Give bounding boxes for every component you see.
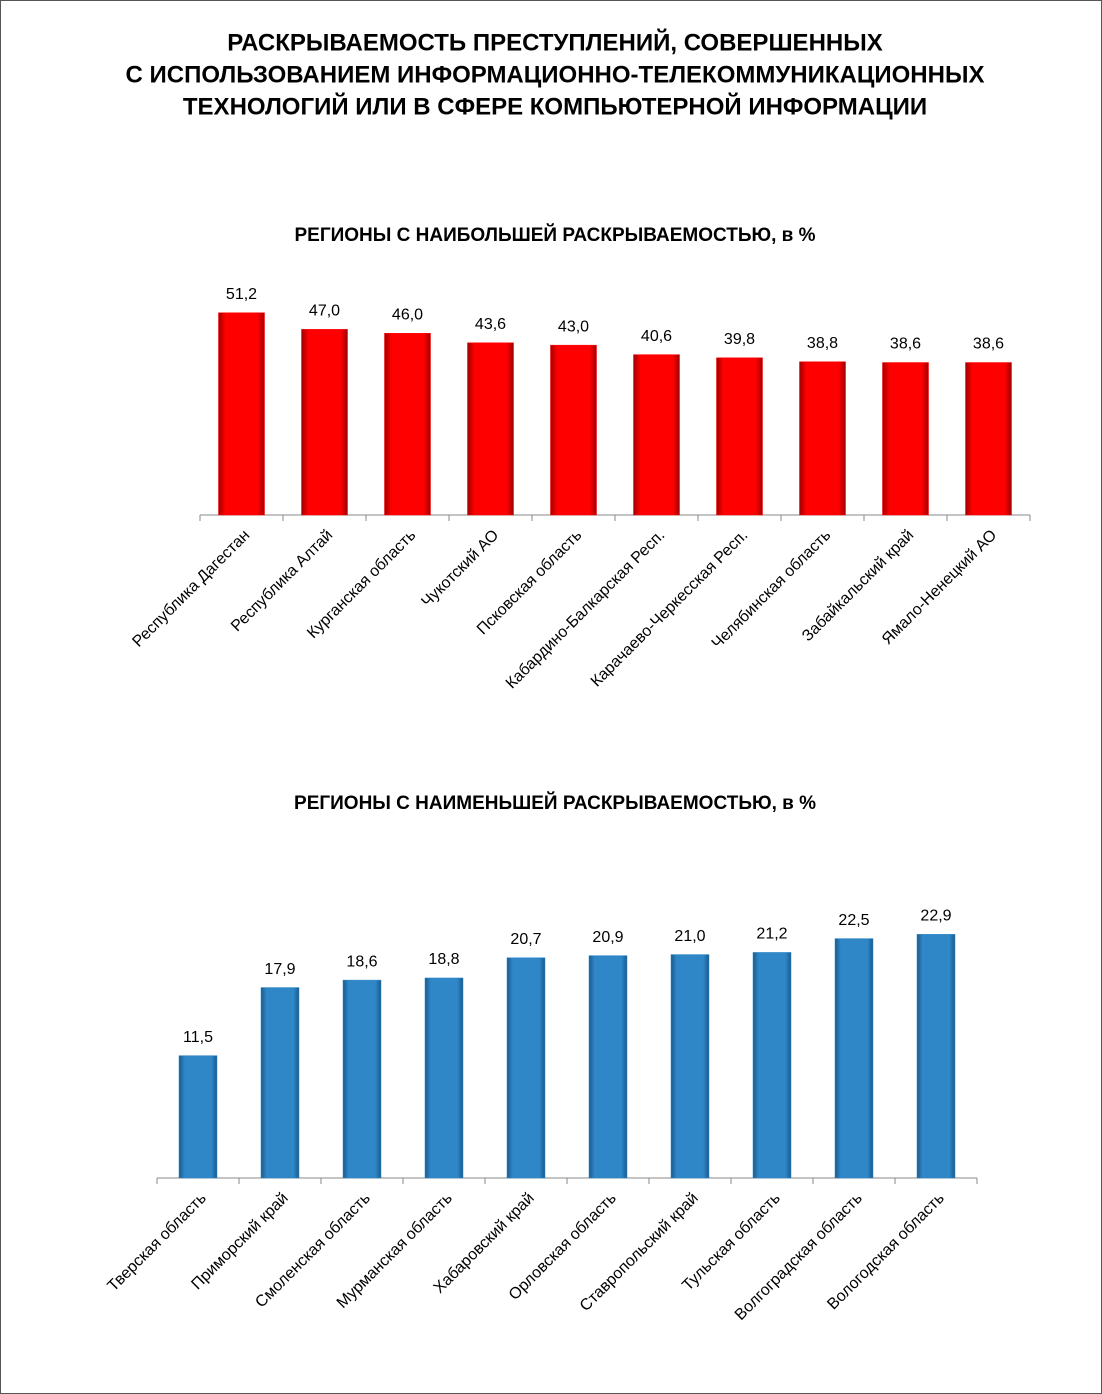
bar: [260, 987, 300, 1179]
bar: [670, 954, 710, 1179]
bar: [424, 977, 464, 1179]
bar: [384, 333, 431, 516]
data-label: 43,0: [558, 318, 589, 335]
page-title: ТЕХНОЛОГИЙ ИЛИ В СФЕРЕ КОМПЬЮТЕРНОЙ ИНФО…: [183, 92, 927, 120]
bar: [834, 938, 874, 1179]
x-tick-label: Республика Дагестан: [129, 527, 253, 651]
data-label: 18,8: [428, 951, 459, 968]
page-title: С ИСПОЛЬЗОВАНИЕМ ИНФОРМАЦИОННО-ТЕЛЕКОММУ…: [126, 61, 985, 88]
data-label: 20,9: [592, 929, 623, 946]
data-label: 22,9: [920, 908, 951, 925]
bar: [716, 357, 763, 516]
data-label: 43,6: [475, 316, 506, 333]
data-label: 38,6: [890, 336, 921, 353]
data-label: 39,8: [724, 331, 755, 348]
x-tick-label: Чукотский АО: [418, 527, 502, 611]
bar: [882, 362, 929, 516]
data-label: 21,0: [674, 928, 705, 945]
data-label: 22,5: [838, 912, 869, 929]
page-title: РАСКРЫВАЕМОСТЬ ПРЕСТУПЛЕНИЙ, СОВЕРШЕННЫХ: [227, 28, 882, 56]
data-label: 47,0: [309, 303, 340, 320]
bar: [178, 1055, 218, 1179]
bar: [218, 312, 265, 516]
bar: [467, 342, 514, 516]
chart-title: РЕГИОНЫ С НАИБОЛЬШЕЙ РАСКРЫВАЕМОСТЬЮ, в …: [294, 224, 815, 246]
bar: [799, 361, 846, 516]
data-label: 17,9: [264, 961, 295, 978]
bar: [506, 957, 546, 1179]
bar: [965, 362, 1012, 516]
data-label: 40,6: [641, 328, 672, 345]
data-label: 21,2: [756, 926, 787, 943]
data-label: 20,7: [510, 931, 541, 948]
data-label: 46,0: [392, 307, 423, 324]
bar: [752, 952, 792, 1179]
bar: [633, 354, 680, 516]
x-tick-label: Карачаево-Черкесская Респ.: [588, 527, 752, 691]
data-label: 38,8: [807, 335, 838, 352]
bar: [588, 955, 628, 1179]
data-label: 51,2: [226, 286, 257, 303]
chart-title: РЕГИОНЫ С НАИМЕНЬШЕЙ РАСКРЫВАЕМОСТЬЮ, в …: [294, 792, 816, 814]
bar: [301, 329, 348, 516]
data-label: 38,6: [973, 336, 1004, 353]
x-tick-label: Кабардино-Балкарская Респ.: [503, 527, 668, 692]
bar: [550, 344, 597, 516]
data-label: 11,5: [183, 1029, 213, 1046]
bar: [342, 979, 382, 1179]
bar: [916, 934, 956, 1179]
data-label: 18,6: [346, 953, 377, 970]
